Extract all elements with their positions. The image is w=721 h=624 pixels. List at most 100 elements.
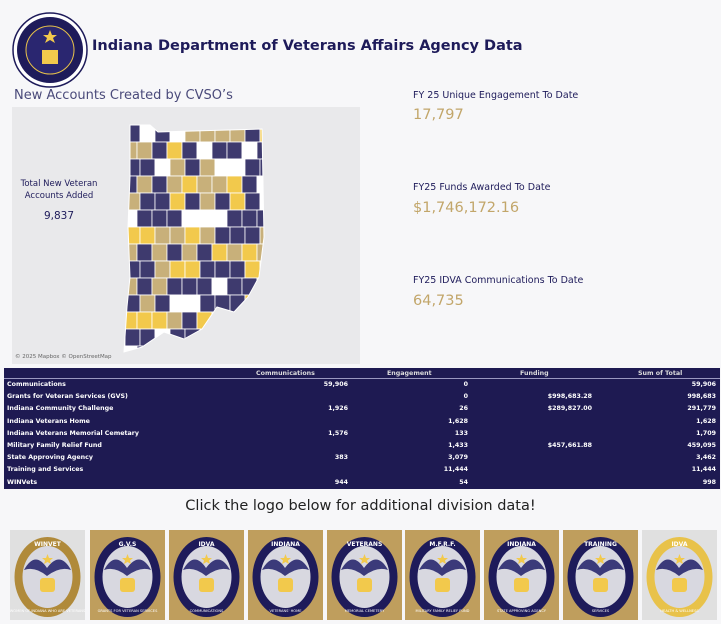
county[interactable]: [229, 158, 246, 177]
county[interactable]: [196, 311, 213, 330]
county[interactable]: [136, 345, 153, 363]
county[interactable]: [244, 192, 261, 211]
county[interactable]: [169, 158, 186, 177]
division-logo-9[interactable]: IDVA HEALTH & WELLNESS: [642, 530, 717, 620]
division-logo-7[interactable]: INDIANA STATE APPROVING AGENCY: [484, 530, 559, 620]
column-header-sum-of-total[interactable]: Sum of Total: [638, 370, 683, 377]
county[interactable]: [122, 209, 138, 228]
county[interactable]: [181, 209, 198, 228]
county[interactable]: [256, 209, 272, 228]
county[interactable]: [184, 158, 201, 177]
county[interactable]: [196, 209, 213, 228]
county[interactable]: [181, 175, 198, 194]
table-row[interactable]: Indiana Community Challenge 1,926 26 $28…: [4, 403, 720, 415]
county[interactable]: [229, 294, 246, 313]
table-row[interactable]: Training and Services 11,444 11,444: [4, 464, 720, 476]
county[interactable]: [181, 311, 198, 330]
county[interactable]: [211, 277, 228, 296]
county[interactable]: [199, 294, 216, 313]
county[interactable]: [214, 294, 231, 313]
county[interactable]: [169, 226, 186, 245]
county[interactable]: [154, 192, 171, 211]
county[interactable]: [166, 243, 183, 262]
county[interactable]: [166, 141, 183, 160]
county[interactable]: [226, 277, 243, 296]
county[interactable]: [226, 141, 243, 160]
division-logo-2[interactable]: G.V.S GRANTS FOR VETERAN SERVICES: [90, 530, 165, 620]
county[interactable]: [154, 294, 171, 313]
county[interactable]: [241, 345, 258, 363]
county[interactable]: [226, 311, 243, 330]
column-header-engagement[interactable]: Engagement: [387, 370, 432, 377]
county[interactable]: [151, 345, 168, 363]
county[interactable]: [241, 175, 258, 194]
division-logo-1[interactable]: WINVET WOMEN OF INDIANA WHO ARE VETERANS: [10, 530, 86, 620]
county[interactable]: [154, 328, 171, 347]
county[interactable]: [244, 328, 261, 347]
county[interactable]: [151, 141, 168, 160]
county[interactable]: [214, 226, 231, 245]
county[interactable]: [124, 125, 141, 143]
county[interactable]: [122, 345, 138, 363]
county[interactable]: [151, 311, 168, 330]
county[interactable]: [136, 311, 153, 330]
county[interactable]: [136, 277, 153, 296]
county[interactable]: [211, 141, 228, 160]
county[interactable]: [181, 141, 198, 160]
county[interactable]: [259, 294, 275, 313]
division-logo-8[interactable]: TRAINING SERVICES: [563, 530, 638, 620]
county[interactable]: [136, 243, 153, 262]
county[interactable]: [256, 141, 272, 160]
county[interactable]: [151, 277, 168, 296]
county[interactable]: [196, 345, 213, 363]
county[interactable]: [229, 328, 246, 347]
county[interactable]: [151, 175, 168, 194]
county[interactable]: [154, 125, 171, 143]
county[interactable]: [139, 192, 156, 211]
county[interactable]: [124, 328, 141, 347]
county[interactable]: [139, 158, 156, 177]
county[interactable]: [154, 226, 171, 245]
county[interactable]: [241, 209, 258, 228]
county[interactable]: [196, 243, 213, 262]
county[interactable]: [136, 175, 153, 194]
county[interactable]: [136, 141, 153, 160]
county[interactable]: [226, 243, 243, 262]
county[interactable]: [199, 260, 216, 279]
county[interactable]: [154, 158, 171, 177]
county[interactable]: [259, 328, 275, 347]
county[interactable]: [214, 328, 231, 347]
county[interactable]: [166, 175, 183, 194]
county[interactable]: [211, 311, 228, 330]
county[interactable]: [256, 175, 272, 194]
county[interactable]: [196, 175, 213, 194]
county[interactable]: [181, 345, 198, 363]
county[interactable]: [166, 277, 183, 296]
map-attribution[interactable]: © 2025 Mapbox © OpenStreetMap: [15, 354, 112, 360]
division-logo-6[interactable]: M.F.R.F. MILITARY FAMILY RELIEF FUND: [405, 530, 480, 620]
county[interactable]: [259, 192, 275, 211]
county[interactable]: [259, 158, 275, 177]
county[interactable]: [196, 277, 213, 296]
county[interactable]: [241, 311, 258, 330]
county[interactable]: [151, 243, 168, 262]
table-row[interactable]: WINVets 944 54 998: [4, 477, 720, 489]
county[interactable]: [226, 345, 243, 363]
table-row[interactable]: Indiana Veterans Home 1,628 1,628: [4, 416, 720, 428]
county[interactable]: [199, 192, 216, 211]
county[interactable]: [136, 209, 153, 228]
county[interactable]: [139, 226, 156, 245]
county[interactable]: [229, 260, 246, 279]
county[interactable]: [184, 226, 201, 245]
county[interactable]: [184, 125, 201, 143]
county[interactable]: [139, 294, 156, 313]
county[interactable]: [166, 209, 183, 228]
county[interactable]: [124, 226, 141, 245]
county[interactable]: [256, 345, 272, 363]
county[interactable]: [211, 243, 228, 262]
table-row[interactable]: Communications 59,906 0 59,906: [4, 379, 720, 391]
county[interactable]: [124, 158, 141, 177]
county[interactable]: [124, 192, 141, 211]
division-logo-3[interactable]: IDVA COMMUNICATIONS: [169, 530, 244, 620]
division-logo-4[interactable]: INDIANA VETERANS' HOME: [248, 530, 323, 620]
